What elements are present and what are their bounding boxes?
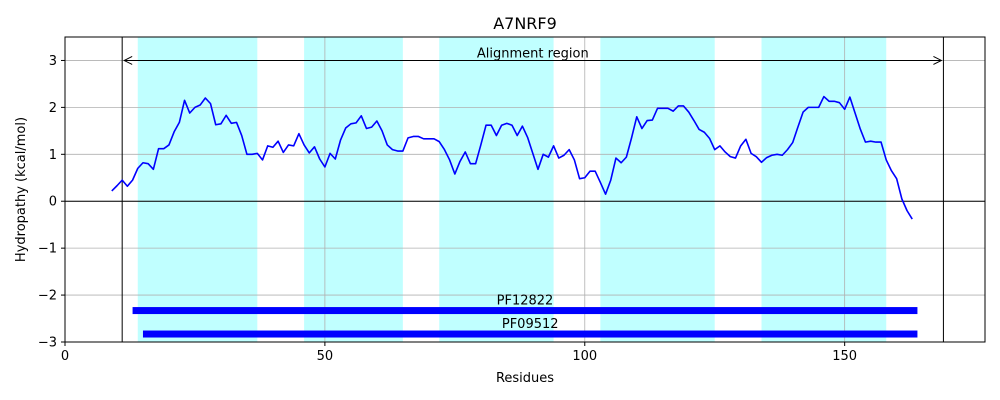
y-tick-label: 3 — [49, 54, 57, 69]
domain-label-PF12822: PF12822 — [497, 294, 554, 309]
y-tick-label: −1 — [38, 242, 57, 257]
shaded-region-2 — [304, 37, 403, 342]
domain-bar-PF12822 — [132, 307, 918, 315]
reference-lines — [65, 37, 985, 342]
alignment-arrow-right-head — [933, 56, 943, 65]
y-tick-label: −3 — [38, 336, 57, 351]
y-tick-label: 0 — [49, 195, 57, 210]
alignment-annotation: Alignment region — [123, 46, 943, 65]
x-axis-ticks: 0 50 100 150 — [61, 342, 857, 364]
y-tick-label: 2 — [49, 101, 57, 116]
shaded-regions — [137, 37, 887, 342]
shaded-region-5 — [761, 37, 887, 342]
domain-bars: PF12822 PF09512 — [132, 294, 918, 338]
plot-frame — [64, 36, 986, 343]
series-layer — [111, 95, 913, 220]
y-axis-label: Hydropathy (kcal/mol) — [14, 117, 29, 262]
y-axis-ticks: −3 −2 −1 0 1 2 3 — [38, 54, 65, 351]
chart-title: A7NRF9 — [493, 14, 557, 33]
domain-bar-PF09512 — [142, 330, 918, 338]
shaded-region-1 — [137, 37, 258, 342]
x-tick-label: 0 — [61, 349, 69, 364]
x-tick-label: 50 — [317, 349, 334, 364]
domain-label-PF09512: PF09512 — [502, 317, 559, 332]
shaded-region-3 — [439, 37, 554, 342]
x-tick-label: 100 — [572, 349, 597, 364]
hydropathy-line — [111, 95, 913, 220]
alignment-region-label: Alignment region — [477, 46, 589, 61]
y-tick-label: 1 — [49, 148, 57, 163]
alignment-arrow-left-head — [123, 56, 133, 65]
shaded-region-4 — [600, 37, 715, 342]
x-axis-label: Residues — [496, 371, 554, 386]
y-tick-label: −2 — [38, 289, 57, 304]
x-tick-label: 150 — [832, 349, 857, 364]
